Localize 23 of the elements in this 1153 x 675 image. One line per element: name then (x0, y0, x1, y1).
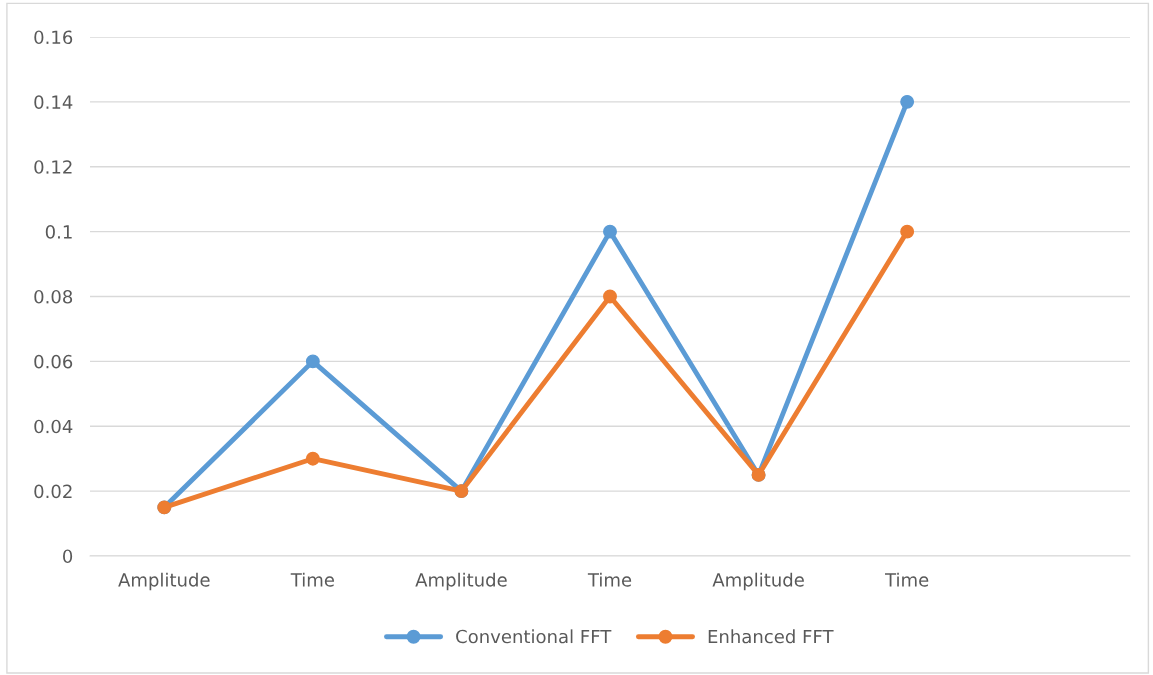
point (603, 224, 617, 239)
x-tick-label: Amplitude (712, 572, 804, 591)
y-tick-label: 0.12 (34, 160, 72, 174)
point (305, 354, 320, 369)
y-tick-label: 0.1 (45, 225, 72, 239)
y-tick-label: 0.04 (34, 419, 73, 434)
y-tick-label: 0.08 (34, 289, 73, 304)
x-tick-label: Amplitude (118, 572, 210, 591)
y-tick-label: 0.06 (34, 354, 73, 369)
legend-label: Conventional FFT (456, 629, 612, 644)
x-tick-label: Time (290, 572, 334, 587)
point (305, 451, 320, 466)
x-tick-label: Amplitude (415, 572, 507, 591)
point (900, 94, 915, 109)
y-tick-label: 0.14 (34, 95, 73, 109)
legend-label: Enhanced FFT (708, 629, 834, 644)
x-tick-label: Time (885, 572, 929, 587)
point (603, 289, 617, 304)
point (900, 224, 915, 239)
y-tick-label: 0 (63, 549, 73, 564)
y-tick-label: 0.16 (34, 30, 73, 45)
y-tick-label: 0.02 (34, 484, 72, 499)
x-tick-label: Time (587, 572, 632, 587)
